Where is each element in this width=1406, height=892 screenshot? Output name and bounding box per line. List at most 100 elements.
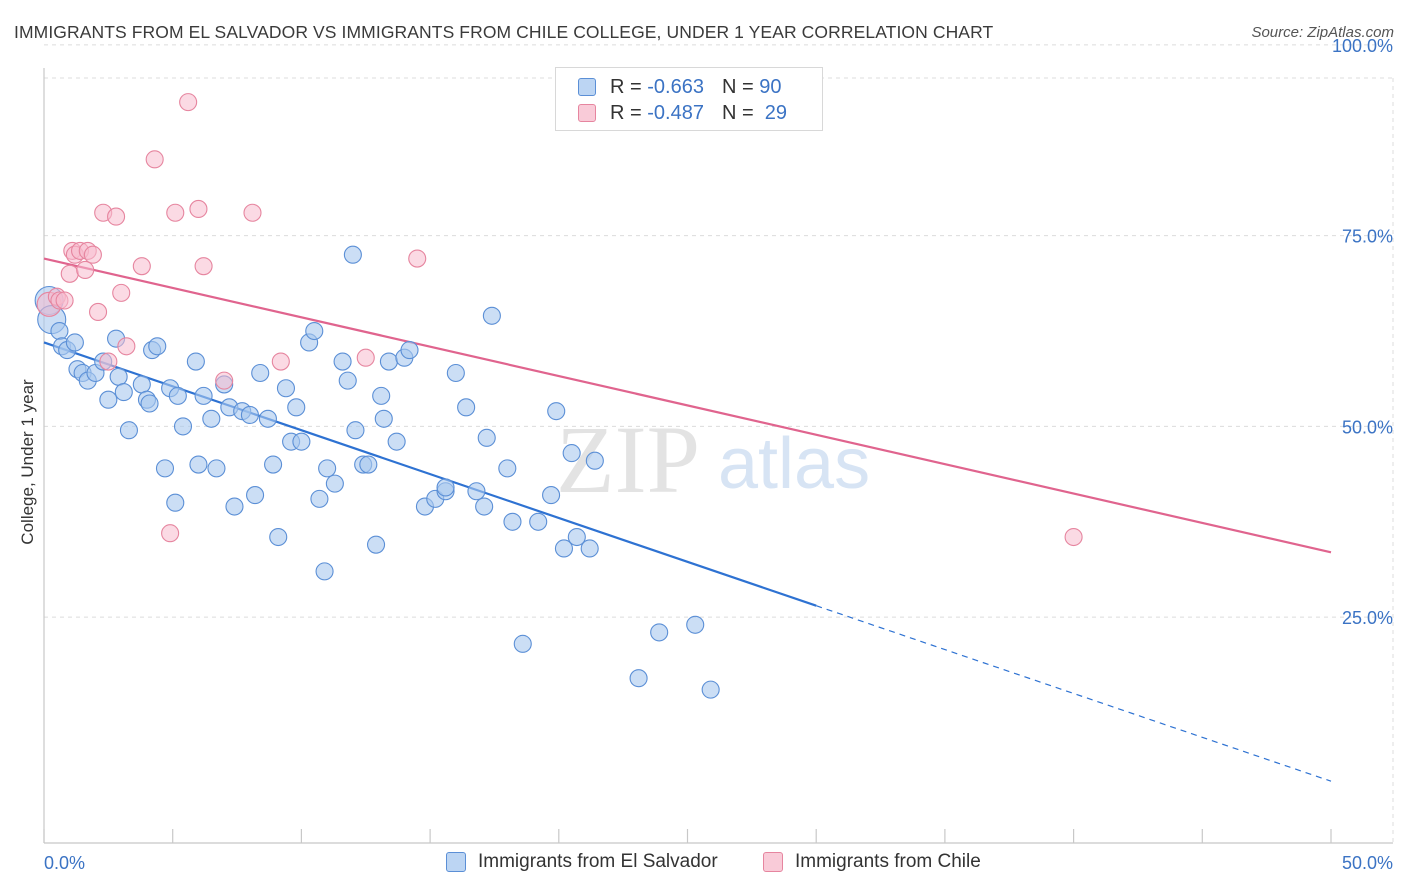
- trend-lines: [43, 257, 1332, 782]
- point-el-salvador: [240, 405, 259, 425]
- point-el-salvador: [701, 680, 720, 699]
- point-chile: [356, 348, 375, 367]
- point-el-salvador: [513, 634, 532, 653]
- bottom-legend-label-el-salvador: Immigrants from El Salvador: [478, 851, 718, 872]
- chart-title: IMMIGRANTS FROM EL SALVADOR VS IMMIGRANT…: [14, 22, 994, 42]
- point-el-salvador: [333, 352, 352, 371]
- point-el-salvador: [482, 306, 501, 325]
- point-chile: [161, 524, 180, 543]
- point-el-salvador: [305, 321, 324, 341]
- point-el-salvador: [359, 455, 378, 474]
- point-el-salvador: [202, 409, 221, 428]
- watermark: ZIP atlas: [556, 406, 870, 513]
- point-el-salvador: [498, 459, 517, 478]
- point-chile: [89, 302, 108, 322]
- legend-r-label: R =: [610, 75, 642, 98]
- point-el-salvador: [225, 497, 244, 516]
- point-el-salvador: [315, 562, 334, 581]
- point-el-salvador: [529, 512, 548, 531]
- point-el-salvador: [374, 409, 393, 428]
- point-el-salvador: [310, 489, 329, 508]
- trend-line-chile: [43, 257, 1332, 554]
- point-el-salvador: [503, 512, 522, 531]
- source-credit: Source: ZipAtlas.com: [1251, 24, 1394, 41]
- x-tick-label-left: 0.0%: [44, 853, 85, 873]
- tick-labels: 100.0% 75.0% 50.0% 25.0% 0.0% 50.0%: [44, 36, 1393, 873]
- point-el-salvador: [292, 432, 311, 451]
- x-tick-label-right: 50.0%: [1342, 853, 1393, 873]
- point-el-salvador: [629, 669, 648, 688]
- point-el-salvador: [276, 379, 296, 398]
- point-chile: [132, 257, 151, 276]
- trend-line-el-salvador-extension: [816, 605, 1332, 782]
- point-el-salvador: [542, 486, 561, 505]
- point-el-salvador: [269, 527, 288, 547]
- point-chile: [145, 150, 164, 169]
- point-el-salvador: [387, 432, 406, 451]
- point-el-salvador: [372, 386, 391, 405]
- point-el-salvador: [379, 352, 398, 371]
- point-chile: [179, 93, 198, 112]
- legend-swatch-chile: [578, 104, 596, 122]
- point-chile: [243, 203, 262, 222]
- legend-r-value-chile: -0.487: [647, 101, 704, 124]
- point-el-salvador: [114, 383, 133, 402]
- point-el-salvador: [562, 444, 581, 463]
- legend-row-chile: R = -0.487 N = 29: [578, 100, 787, 126]
- point-el-salvador: [65, 333, 84, 352]
- y-tick-label: 25.0%: [1342, 608, 1393, 628]
- point-el-salvador: [325, 474, 344, 493]
- point-el-salvador: [580, 539, 599, 558]
- point-el-salvador: [119, 421, 138, 440]
- point-el-salvador: [343, 245, 362, 264]
- y-axis-label: College, Under 1 year: [18, 379, 37, 545]
- stats-legend: R = -0.663 N = 90 R = -0.487 N = 29: [555, 67, 823, 131]
- data-points: [34, 93, 1083, 699]
- bottom-legend-el-salvador[interactable]: Immigrants from El Salvador: [446, 851, 718, 873]
- point-chile: [55, 291, 74, 310]
- point-chile: [1064, 527, 1083, 547]
- y-tick-label: 75.0%: [1342, 227, 1393, 247]
- watermark-zip: ZIP: [556, 406, 700, 513]
- point-el-salvador: [400, 341, 419, 360]
- axes: [43, 68, 1393, 844]
- legend-n-label: N =: [721, 75, 754, 98]
- point-el-salvador: [554, 539, 573, 558]
- point-el-salvador: [140, 394, 159, 413]
- point-el-salvador: [189, 455, 208, 474]
- legend-n-value-chile: 29: [764, 101, 788, 124]
- legend-r-label: R =: [610, 101, 642, 124]
- legend-r-value-el-salvador: -0.663: [647, 75, 704, 98]
- point-el-salvador: [168, 386, 187, 405]
- point-el-salvador: [346, 421, 365, 440]
- point-el-salvador: [173, 417, 193, 436]
- point-el-salvador: [547, 402, 566, 421]
- point-chile: [271, 352, 290, 371]
- point-chile: [76, 260, 95, 280]
- point-chile: [194, 257, 213, 276]
- bottom-legend-swatch-el-salvador: [446, 852, 466, 872]
- legend-row-el-salvador: R = -0.663 N = 90: [578, 74, 781, 100]
- legend-swatch-el-salvador: [578, 78, 596, 96]
- legend-n-value-el-salvador: 90: [759, 75, 782, 98]
- y-tick-label: 50.0%: [1342, 417, 1393, 437]
- point-el-salvador: [166, 493, 185, 512]
- point-el-salvador: [251, 363, 270, 383]
- point-el-salvador: [650, 623, 669, 642]
- bottom-legend-swatch-chile: [763, 852, 783, 872]
- point-el-salvador: [475, 497, 494, 516]
- watermark-atlas: atlas: [718, 424, 870, 504]
- point-chile: [117, 337, 136, 356]
- bottom-legend-chile[interactable]: Immigrants from Chile: [763, 851, 981, 873]
- point-el-salvador: [258, 409, 277, 428]
- point-el-salvador: [50, 321, 69, 341]
- point-el-salvador: [467, 482, 486, 501]
- point-el-salvador: [457, 398, 476, 417]
- point-el-salvador: [155, 459, 175, 478]
- legend-n-label: N =: [721, 101, 754, 124]
- point-el-salvador: [318, 459, 337, 478]
- point-el-salvador: [109, 367, 128, 386]
- point-chile: [112, 283, 131, 302]
- point-el-salvador: [132, 375, 151, 394]
